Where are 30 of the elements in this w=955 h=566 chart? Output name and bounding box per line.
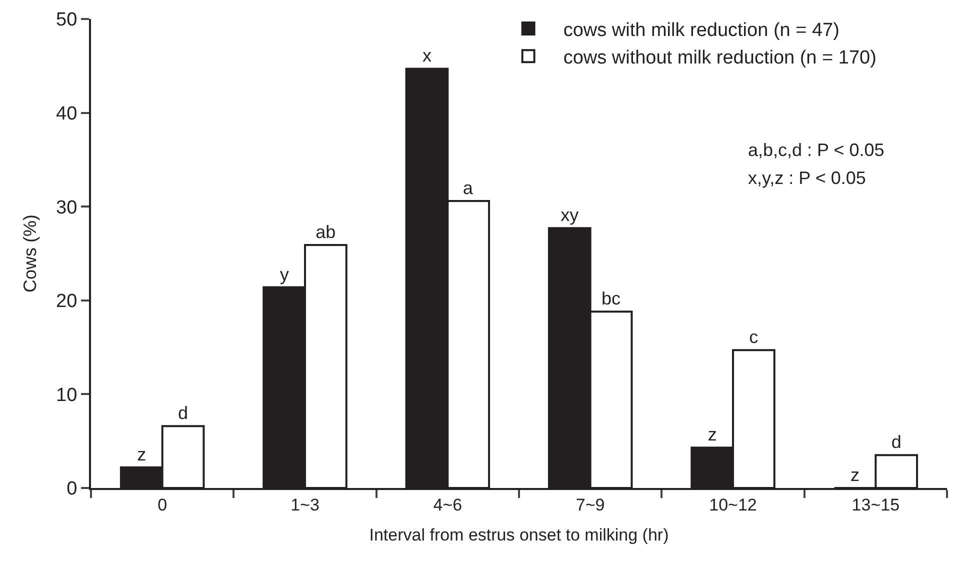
x-axis-title: Interval from estrus onset to milking (hr) [369,525,669,544]
data-label: z [137,444,146,464]
x-tick-label: 7~9 [576,495,605,514]
y-tick-label: 50 [56,10,78,31]
data-label: d [178,403,188,424]
data-label: x [422,46,432,66]
y-tick-label: 40 [56,103,78,124]
data-label: xy [560,205,579,226]
data-label: z [850,465,860,485]
y-axis-title: Cows (%) [20,214,40,293]
y-tick-label: 20 [56,291,78,312]
data-label: c [749,327,758,348]
y-tick-label: 0 [66,478,78,500]
data-label: a [462,178,474,198]
data-label: ab [316,222,336,242]
x-tick-label: 4~6 [433,495,462,514]
legend-label: cows with milk reduction (n = 47) [563,20,840,41]
legend-label: cows without milk reduction (n = 170) [563,48,876,69]
annotation: a,b,c,d : P < 0.05 [748,140,884,160]
y-tick-label: 30 [56,197,78,218]
annotation: x,y,z : P < 0.05 [748,168,866,188]
data-label: bc [602,288,621,309]
y-tick-label: 10 [56,384,78,406]
x-tick-label: 1~3 [290,495,320,514]
data-label: y [280,264,289,284]
x-tick-label: 13~15 [852,495,900,514]
x-tick-label: 10~12 [709,495,757,514]
x-tick-label: 0 [158,495,168,514]
data-label: d [891,432,902,452]
data-label: z [708,424,717,445]
